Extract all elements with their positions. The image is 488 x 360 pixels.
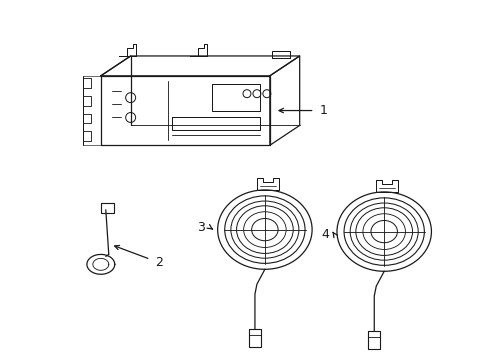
Text: 1: 1 <box>319 104 327 117</box>
Text: 4: 4 <box>321 228 329 241</box>
Text: 3: 3 <box>197 221 205 234</box>
Text: 2: 2 <box>155 256 163 269</box>
